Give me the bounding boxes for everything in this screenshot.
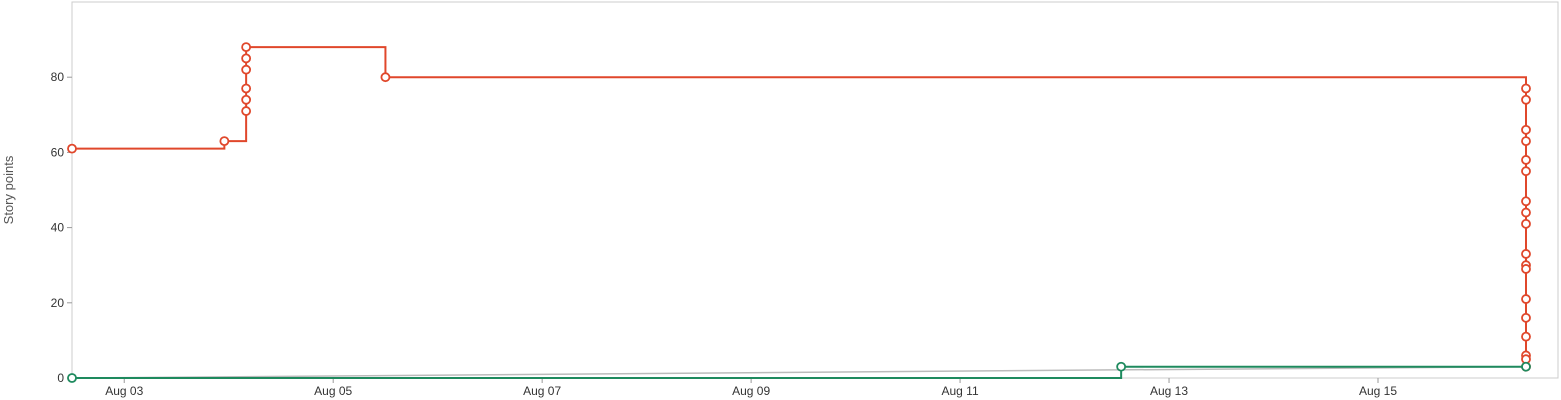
trend-series-line <box>71 365 1527 379</box>
x-tick-label: Aug 05 <box>314 384 352 398</box>
y-axis-title: Story points <box>1 155 16 224</box>
x-tick-label: Aug 15 <box>1359 384 1397 398</box>
completed-series-line <box>72 365 1526 379</box>
scope-data-point <box>1521 264 1531 274</box>
scope-data-point <box>1521 207 1531 218</box>
scope-data-point <box>241 53 252 64</box>
y-tick-label: 20 <box>51 296 65 310</box>
completed-data-point <box>1521 361 1531 372</box>
y-tick-label: 80 <box>51 70 65 84</box>
scope-data-point <box>241 42 252 53</box>
scope-data-point <box>1521 155 1531 165</box>
scope-data-point <box>1521 249 1531 259</box>
scope-data-point <box>1521 331 1531 342</box>
x-tick-label: Aug 13 <box>1150 384 1188 398</box>
scope-data-point <box>241 64 252 75</box>
y-tick-label: 40 <box>51 221 65 235</box>
series-layer <box>67 42 1531 383</box>
scope-series-line <box>72 46 1527 367</box>
scope-data-point <box>1521 196 1531 207</box>
x-tick-label: Aug 03 <box>105 384 143 398</box>
y-tick-label: 60 <box>51 145 65 159</box>
x-tick-label: Aug 09 <box>732 384 770 398</box>
x-tick-label: Aug 07 <box>523 384 561 398</box>
scope-data-point <box>241 94 252 105</box>
x-axis: Aug 03 Aug 05 Aug 07 Aug 09 Aug 11 Aug 13 Aug … <box>105 378 1397 398</box>
y-axis: 0 20 40 60 80 <box>51 70 72 385</box>
scope-data-point <box>1521 312 1531 323</box>
scope-data-point <box>1521 136 1531 147</box>
scope-data-point <box>241 83 252 94</box>
scope-data-point <box>1521 218 1531 229</box>
scope-data-point <box>67 143 77 154</box>
scope-data-point <box>1521 294 1531 304</box>
scope-data-point <box>1521 124 1531 135</box>
completed-data-point <box>67 373 77 383</box>
scope-data-point <box>241 106 252 116</box>
scope-data-point <box>1521 83 1531 94</box>
scope-data-point <box>219 136 230 147</box>
scope-data-point <box>1521 166 1531 177</box>
completed-data-point <box>1116 361 1127 372</box>
scope-data-point <box>380 72 391 83</box>
scope-data-point <box>1521 94 1531 105</box>
y-tick-label: 0 <box>57 371 64 385</box>
x-tick-label: Aug 11 <box>941 384 978 398</box>
plot-area-border <box>71 1 1559 379</box>
